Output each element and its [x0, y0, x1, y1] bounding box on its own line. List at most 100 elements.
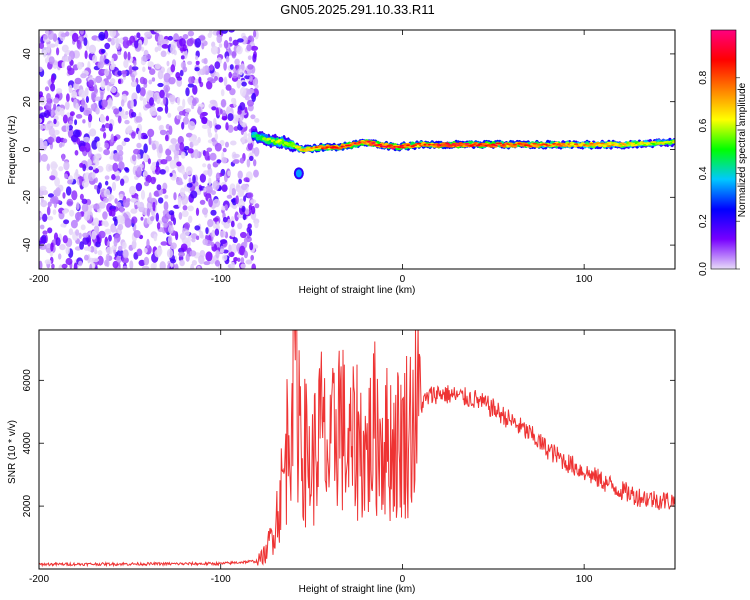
noise-blob — [68, 84, 73, 94]
noise-blob — [47, 201, 52, 208]
noise-blob — [254, 220, 259, 229]
noise-blob — [231, 97, 235, 104]
noise-blob — [240, 231, 247, 239]
noise-blob — [183, 146, 190, 151]
noise-blob — [234, 64, 240, 70]
noise-blob — [98, 230, 106, 239]
noise-blob — [163, 201, 169, 211]
noise-blob — [216, 159, 222, 164]
noise-blob — [222, 254, 228, 261]
noise-blob — [83, 37, 88, 46]
noise-blob — [219, 230, 226, 238]
noise-blob — [187, 96, 194, 104]
noise-blob — [182, 44, 187, 52]
noise-blob — [177, 115, 182, 120]
noise-blob — [203, 170, 209, 176]
noise-blob — [182, 66, 188, 73]
noise-blob — [215, 107, 219, 117]
noise-blob — [194, 67, 200, 72]
noise-blob — [51, 195, 59, 204]
spectrogram-y-label: Frequency (Hz) — [7, 116, 18, 185]
noise-blob — [120, 178, 125, 186]
signal-blob — [406, 144, 411, 147]
noise-blob — [143, 143, 148, 154]
noise-blob — [121, 256, 129, 264]
noise-blob — [187, 121, 196, 131]
noise-blob — [225, 84, 232, 91]
noise-blob — [164, 134, 169, 142]
noise-blob — [186, 38, 194, 47]
noise-blob — [205, 227, 209, 235]
noise-blob — [131, 73, 135, 82]
noise-blob — [105, 246, 113, 255]
noise-blob — [74, 150, 79, 156]
noise-blob — [188, 76, 194, 84]
noise-blob — [53, 118, 57, 125]
noise-blob — [39, 124, 45, 130]
noise-blob — [84, 50, 88, 60]
noise-blob — [122, 265, 128, 269]
noise-blob — [91, 140, 98, 150]
noise-blob — [71, 190, 78, 201]
noise-blob — [50, 242, 54, 252]
noise-blob — [39, 243, 47, 250]
signal-blob — [672, 141, 675, 144]
noise-blob — [48, 127, 55, 137]
noise-blob — [247, 99, 254, 107]
noise-blob — [167, 112, 172, 118]
noise-blob — [167, 35, 173, 41]
noise-blob — [253, 147, 260, 157]
signal-blob — [366, 140, 372, 143]
noise-blob — [47, 193, 55, 198]
noise-blob — [195, 60, 200, 65]
noise-blob — [162, 96, 167, 105]
noise-blob — [165, 155, 172, 162]
noise-blob — [61, 61, 66, 69]
noise-blob — [117, 51, 122, 56]
noise-blob — [207, 219, 214, 228]
noise-blob — [142, 152, 148, 162]
noise-blob — [232, 72, 238, 79]
noise-blob — [78, 260, 83, 267]
noise-blob — [170, 64, 176, 73]
colorbar-gradient — [710, 29, 737, 270]
noise-blob — [142, 78, 148, 85]
noise-blob — [157, 82, 164, 88]
noise-blob — [118, 150, 124, 157]
noise-blob — [208, 197, 213, 208]
noise-blob — [190, 190, 198, 199]
noise-blob — [39, 106, 44, 111]
noise-blob — [39, 112, 47, 118]
noise-blob — [225, 55, 230, 63]
noise-blob — [142, 36, 148, 46]
noise-blob — [157, 70, 164, 80]
noise-blob — [125, 167, 130, 173]
signal-blob — [377, 143, 383, 146]
noise-blob — [39, 118, 43, 124]
noise-blob — [45, 244, 52, 248]
noise-blob — [39, 66, 43, 72]
noise-blob — [239, 157, 245, 164]
noise-blob — [194, 225, 201, 231]
noise-blob — [62, 235, 68, 244]
noise-blob — [147, 91, 154, 96]
noise-blob — [187, 60, 193, 65]
snr-frame — [38, 329, 676, 570]
noise-blob — [249, 75, 253, 82]
noise-blob — [185, 108, 191, 113]
signal-blob — [645, 142, 651, 145]
noise-blob — [145, 174, 152, 184]
noise-blob — [156, 222, 161, 230]
noise-blob — [151, 77, 156, 82]
noise-blob — [162, 182, 168, 191]
noise-blob — [94, 136, 100, 143]
noise-blob — [232, 237, 238, 244]
noise-blob — [122, 39, 130, 49]
noise-blob — [159, 89, 165, 99]
noise-blob — [41, 46, 48, 56]
noise-blob — [39, 224, 45, 230]
noise-blob — [140, 216, 144, 221]
noise-blob — [244, 95, 250, 101]
noise-blob — [98, 182, 102, 190]
noise-blob — [192, 174, 196, 184]
